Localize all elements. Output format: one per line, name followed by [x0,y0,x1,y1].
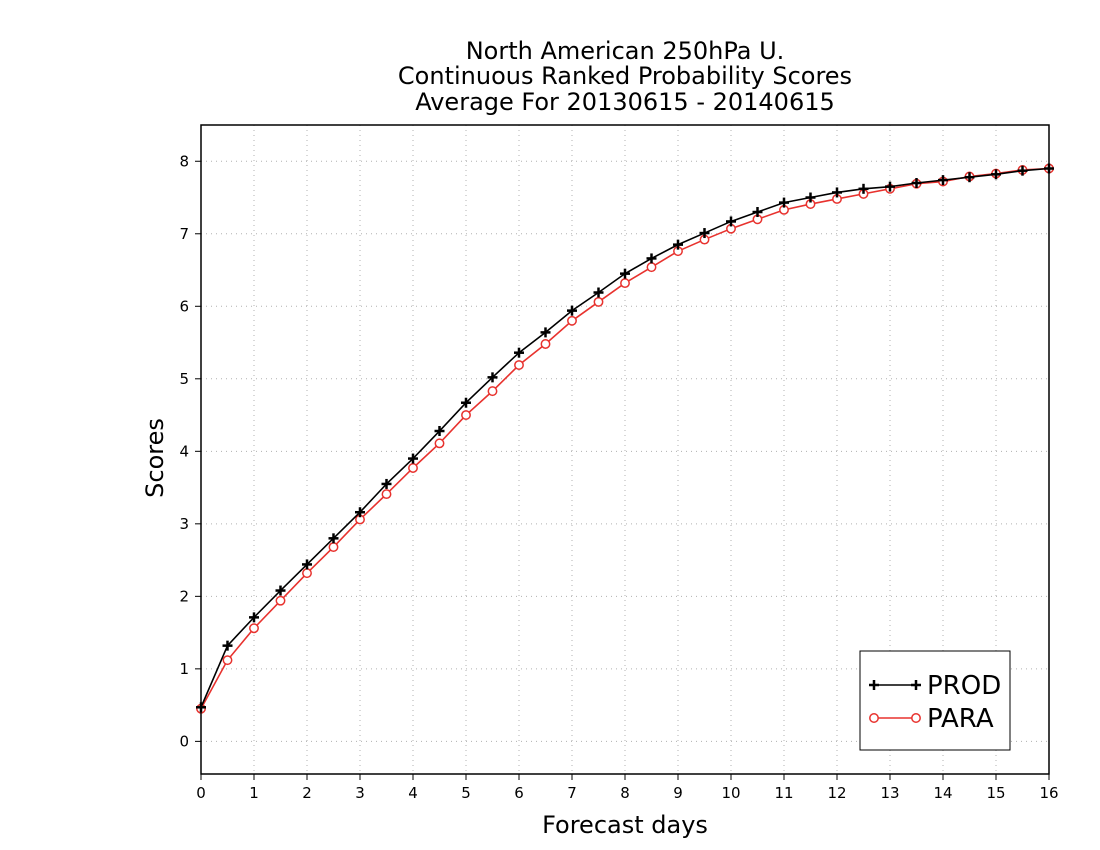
x-tick-label: 16 [1039,784,1058,802]
data-point [408,453,418,464]
data-point [938,175,948,186]
data-point [646,262,657,273]
x-tick-label: 7 [567,784,577,802]
data-point [593,287,604,298]
x-tick-label: 15 [986,784,1005,802]
x-tick-label: 0 [196,784,206,802]
series-line [200,167,1050,710]
x-tick-label: 5 [461,784,471,802]
y-tick-label: 7 [179,225,189,243]
data-point [328,533,339,544]
data-point [699,228,710,239]
data-point [461,410,471,421]
x-tick-label: 2 [302,784,312,802]
x-tick-label: 13 [880,784,899,802]
data-point [275,585,286,596]
data-point [567,315,577,326]
legend-box [859,650,1011,751]
chart-title-line-3: Average For 20130615 - 20140615 [415,88,835,116]
data-point [487,386,498,397]
axis-ticks [195,160,1050,780]
x-tick-label: 4 [408,784,418,802]
chart-title: North American 250hPa U. Continuous Rank… [398,37,852,116]
data-point [275,595,286,606]
y-tick-label: 1 [179,660,189,678]
x-tick-label: 14 [933,784,952,802]
data-point [408,463,418,473]
y-tick-label: 8 [179,152,189,170]
x-tick-label: 8 [620,784,630,802]
data-point [222,655,233,666]
data-point [832,187,842,198]
plot-frame [200,124,1050,775]
data-point [779,197,789,208]
x-tick-label: 6 [514,784,524,802]
legend-marker [911,713,921,723]
x-tick-label: 9 [673,784,683,802]
y-tick-label: 0 [179,732,189,750]
data-point [381,489,392,500]
y-tick-label: 4 [179,442,189,460]
y-tick-label: 3 [179,515,189,533]
data-point [885,181,895,192]
data-point [249,623,259,634]
data-point [620,278,630,289]
y-tick-labels: 0 1 2 3 4 5 6 7 8 [179,152,189,750]
data-point [434,438,445,449]
data-point [752,207,763,218]
x-tick-label: 1 [249,784,259,802]
legend-label: PARA [927,704,994,734]
data-point [328,542,339,552]
x-tick-label: 12 [827,784,846,802]
y-tick-label: 6 [179,297,189,315]
y-axis-label: Scores [141,418,169,498]
chart-title-line-1: North American 250hPa U. [466,37,785,65]
data-point [567,305,577,316]
data-point [461,397,471,408]
legend-item-para: PARA [869,704,994,734]
x-tick-label: 10 [721,784,740,802]
data-point [1017,165,1028,176]
data-point [646,253,657,264]
y-tick-label: 2 [179,587,189,605]
legend-item-prod: PROD [869,671,1001,701]
data-point [514,360,524,370]
data-point [593,296,604,307]
data-point [964,172,975,183]
legend-marker [869,713,879,723]
data-point [805,192,816,203]
data-point [434,426,445,437]
legend-marker [911,680,921,690]
data-point [911,178,922,189]
data-point [381,478,392,489]
x-tick-label: 11 [774,784,793,802]
data-point [991,169,1001,180]
data-point [620,268,630,279]
legend-marker [869,680,879,690]
data-point [302,559,312,570]
data-point [858,183,869,194]
series-line [200,167,1050,708]
data-point [302,568,312,579]
data-point [222,640,233,651]
y-tick-label: 5 [179,370,189,388]
chart-title-line-2: Continuous Ranked Probability Scores [398,62,852,90]
legend-label: PROD [927,671,1001,701]
data-point [540,327,551,338]
x-axis-label: Forecast days [542,811,708,839]
x-tick-labels: 0 1 2 3 4 5 6 7 8 9 10 11 12 13 14 15 16 [196,784,1058,802]
x-tick-label: 3 [355,784,365,802]
data-point [355,507,365,518]
data-point [673,239,683,250]
data-point [514,347,524,358]
data-point [249,612,259,623]
data-point [540,339,551,349]
data-point [487,372,498,383]
plot-series [196,163,1054,714]
data-point [726,216,736,227]
